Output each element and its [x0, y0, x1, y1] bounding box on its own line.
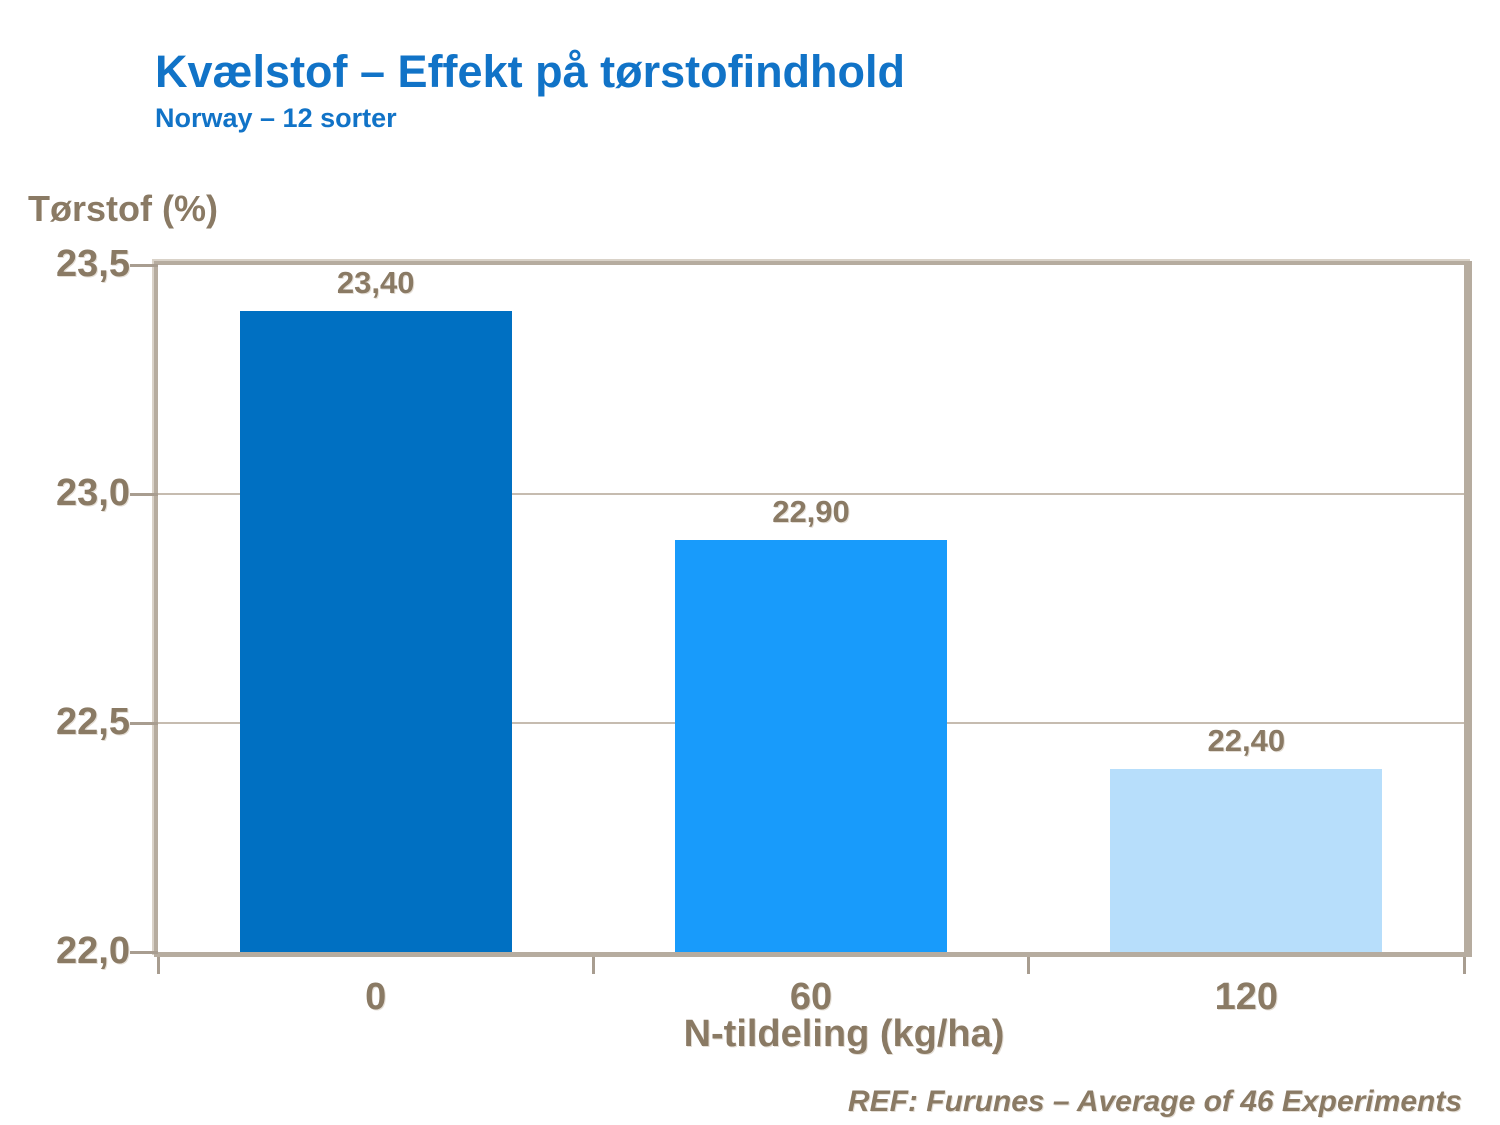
y-tick-label: 22,0: [56, 930, 130, 972]
x-tick-mark: [591, 957, 595, 974]
y-tick-label: 23,5: [56, 243, 130, 285]
y-tick-mark: [130, 721, 158, 725]
y-tick-mark: [130, 492, 158, 496]
x-tick-label: 0: [365, 976, 387, 1018]
chart-title: Kvælstof – Effekt på tørstofindhold: [155, 46, 906, 97]
bar-value-label: 22,90: [772, 493, 850, 529]
bar-value-label: 22,40: [1207, 722, 1286, 758]
chart-subtitle: Norway – 12 sorter: [155, 103, 397, 133]
y-tick-mark: [130, 950, 158, 954]
x-tick-mark: [1462, 957, 1466, 974]
y-axis-title: Tørstof (%): [28, 188, 218, 229]
y-tick-label: 23,0: [56, 472, 130, 514]
x-tick-label: 120: [1214, 976, 1279, 1018]
bar-value-label: 23,40: [336, 264, 415, 300]
bar: [1110, 768, 1383, 952]
bar: [675, 539, 947, 952]
y-tick-label: 22,5: [56, 701, 130, 743]
x-axis-title: N-tildeling (kg/ha): [683, 1013, 1005, 1055]
gridline: [158, 493, 1464, 495]
bar: [239, 310, 512, 952]
reference-note: REF: Furunes – Average of 46 Experiments: [847, 1085, 1462, 1118]
y-tick-mark: [130, 263, 158, 267]
x-tick-mark: [1027, 957, 1031, 974]
x-tick-mark: [156, 957, 160, 974]
x-tick-label: 60: [789, 976, 833, 1018]
